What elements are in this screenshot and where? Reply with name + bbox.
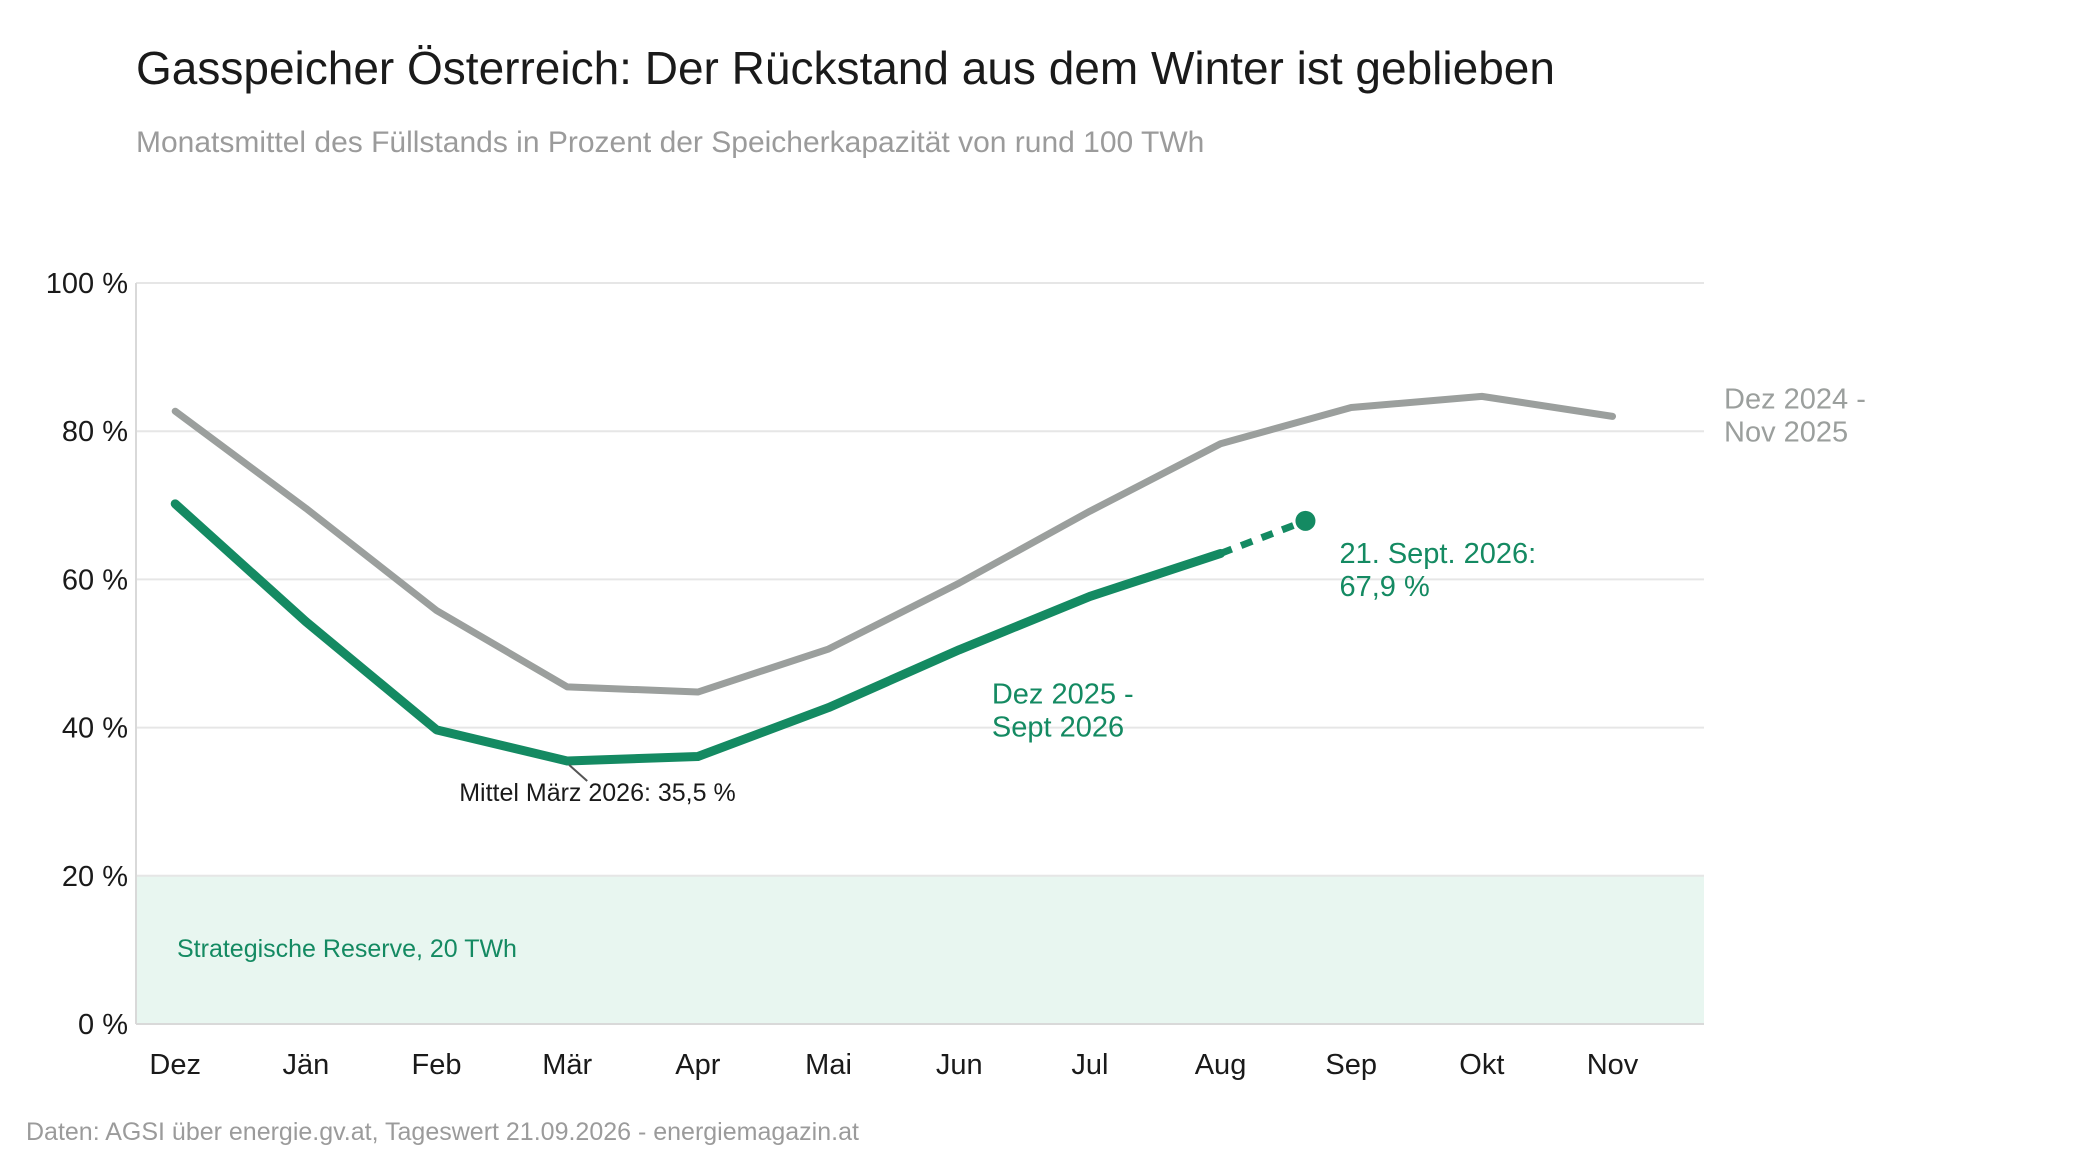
daily-value-label: 21. Sept. 2026: 67,9 % <box>1339 538 1536 603</box>
x-tick-label: Mai <box>805 1049 852 1081</box>
series-label-2024-2025: Dez 2024 -Nov 2025 <box>1724 383 1866 448</box>
strategic-reserve-band <box>136 875 1704 1024</box>
x-tick-label: Okt <box>1459 1049 1504 1081</box>
y-tick-label: 60 % <box>62 564 128 596</box>
y-tick-label: 20 % <box>62 861 128 893</box>
x-tick-label: Apr <box>675 1049 720 1081</box>
y-tick-label: 100 % <box>46 268 128 300</box>
series-line-2024-2025 <box>171 392 1617 696</box>
x-tick-label: Jun <box>936 1049 983 1081</box>
x-tick-label: Jän <box>282 1049 329 1081</box>
x-tick-label: Sep <box>1325 1049 1377 1081</box>
chart-title: Gasspeicher Österreich: Der Rückstand au… <box>136 42 1555 94</box>
strategic-reserve-label: Strategische Reserve, 20 TWh <box>177 935 517 963</box>
source-note: Daten: AGSI über energie.gv.at, Tageswer… <box>26 1118 859 1146</box>
grid-lines <box>136 282 1704 877</box>
annotation-leader-line <box>568 764 588 782</box>
x-tick-label: Mär <box>542 1049 592 1081</box>
x-tick-label: Aug <box>1195 1049 1247 1081</box>
series-label-2025-2026: Dez 2025 -Sept 2026 <box>992 678 1134 743</box>
daily-value-point <box>1295 510 1316 531</box>
x-axis-ticks: Dez Jän Feb Mär Apr Mai Jun Jul Aug Sep Okt Nov <box>149 1049 1638 1081</box>
chart-subtitle: Monatsmittel des Füllstands in Prozent d… <box>136 126 1204 159</box>
x-tick-label: Nov <box>1587 1049 1639 1081</box>
x-tick-label: Feb <box>412 1049 462 1081</box>
series-line-2025-2026 <box>170 499 1226 766</box>
annotation-march-mean: Mittel März 2026: 35,5 % <box>459 779 736 807</box>
x-tick-label: Dez <box>149 1049 201 1081</box>
daily-value-connector <box>1219 517 1307 557</box>
y-axis-ticks: 0 % 20 % 40 % 60 % 80 % 100 % <box>46 268 128 1041</box>
y-tick-label: 0 % <box>78 1009 128 1041</box>
y-tick-label: 40 % <box>62 713 128 745</box>
y-tick-label: 80 % <box>62 416 128 448</box>
x-tick-label: Jul <box>1071 1049 1108 1081</box>
